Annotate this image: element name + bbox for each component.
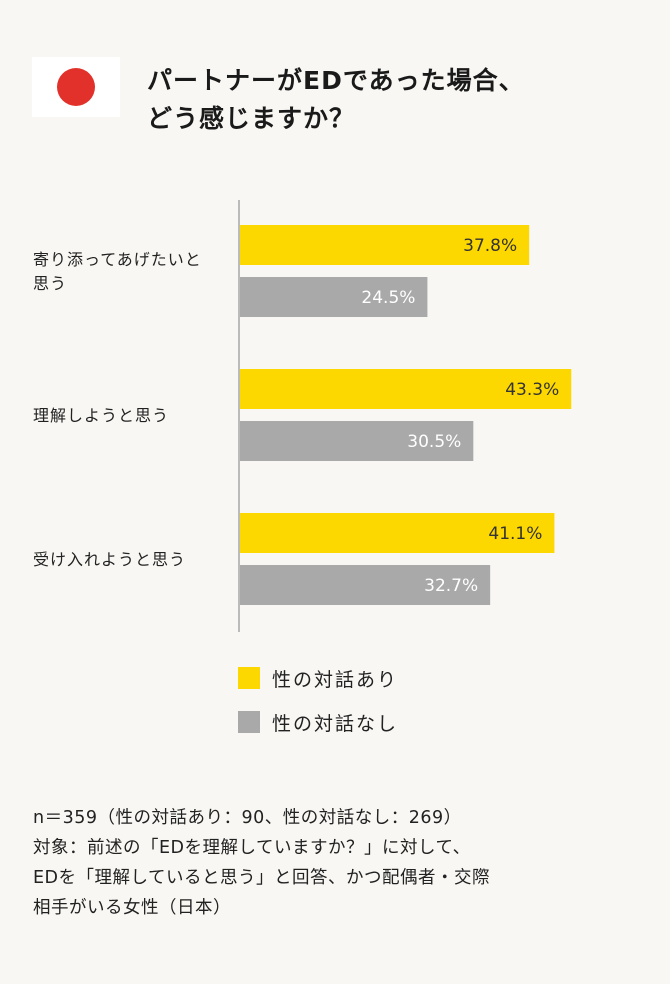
legend-label-without-talk: 性の対話なし [272, 712, 399, 735]
legend-item-with-talk: 性の対話あり [238, 664, 398, 692]
bar-value-label: 32.7% [424, 576, 478, 596]
legend-item-without-talk: 性の対話なし [238, 708, 398, 736]
bar-value-label: 30.5% [407, 432, 461, 452]
category-label: 理解しようと思う [33, 406, 169, 425]
footnote: n＝359（性の対話あり：90、性の対話なし：269） 対象：前述の「EDを理解… [33, 803, 653, 923]
bar-value-label: 37.8% [463, 236, 517, 256]
legend-swatch-without-talk [238, 711, 260, 733]
flag-red-circle [57, 68, 95, 106]
category-label: 寄り添ってあげたいと思う [33, 250, 202, 293]
bar-with-talk [240, 513, 555, 553]
bar-value-label: 41.1% [488, 524, 542, 544]
chart-title-line-2: どう感じますか？ [147, 104, 356, 133]
japan-flag-icon [32, 57, 120, 117]
bar-with-talk [240, 225, 530, 265]
legend-swatch-with-talk [238, 667, 260, 689]
footnote-line-2: 対象：前述の「EDを理解していますか？」に対して、 [33, 838, 471, 858]
footnote-line-4: 相手がいる女性（日本） [33, 898, 231, 918]
category-label: 受け入れようと思う [33, 550, 186, 569]
bar-value-label: 43.3% [505, 380, 559, 400]
bar-without-talk [240, 565, 491, 605]
bar-without-talk [240, 421, 474, 461]
footnote-line-3: EDを「理解していると思う」と回答、かつ配偶者・交際 [33, 868, 491, 888]
chart-title: パートナーがEDであった場合、 どう感じますか？ [147, 62, 647, 138]
bar-value-label: 24.5% [361, 288, 415, 308]
bar-without-talk [240, 277, 428, 317]
chart-title-line-1: パートナーがEDであった場合、 [147, 66, 525, 95]
legend: 性の対話あり 性の対話なし [238, 664, 398, 752]
bar-with-talk [240, 369, 572, 409]
footnote-line-1: n＝359（性の対話あり：90、性の対話なし：269） [33, 808, 462, 828]
legend-label-with-talk: 性の対話あり [272, 668, 399, 691]
